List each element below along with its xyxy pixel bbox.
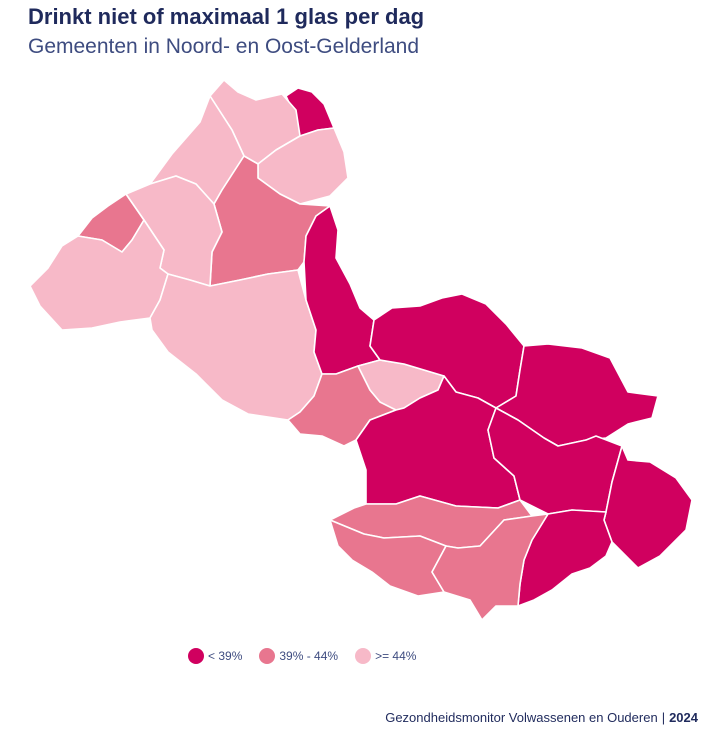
- legend-item-high: >= 44%: [355, 648, 416, 664]
- municipality-south-mid-c[interactable]: [431, 513, 549, 621]
- municipality-west-light-b[interactable]: [29, 219, 169, 331]
- legend-label-high: >= 44%: [375, 649, 417, 663]
- legend-item-mid: 39% - 44%: [259, 648, 338, 664]
- footer-year: 2024: [669, 710, 698, 725]
- legend-swatch-low: [188, 648, 204, 664]
- map-subtitle: Gemeenten in Noord- en Oost-Gelderland: [28, 35, 420, 58]
- source-footer: Gezondheidsmonitor Volwassenen en Oudere…: [385, 710, 698, 725]
- legend-label-low: < 39%: [208, 649, 243, 663]
- map-title: Drinkt niet of maximaal 1 glas per dag: [28, 4, 425, 29]
- legend-item-low: < 39%: [188, 648, 242, 664]
- map-legend: < 39% 39% - 44% >= 44%: [188, 648, 433, 664]
- municipality-center-light-large[interactable]: [149, 269, 323, 421]
- legend-swatch-high: [355, 648, 372, 664]
- legend-label-mid: 39% - 44%: [279, 649, 339, 663]
- municipality-east-right[interactable]: [603, 445, 693, 569]
- municipality-east-strip[interactable]: [303, 205, 381, 375]
- footer-source: Gezondheidsmonitor Volwassenen en Oudere…: [385, 710, 658, 725]
- footer-separator: |: [661, 710, 666, 725]
- legend-swatch-mid: [259, 648, 276, 664]
